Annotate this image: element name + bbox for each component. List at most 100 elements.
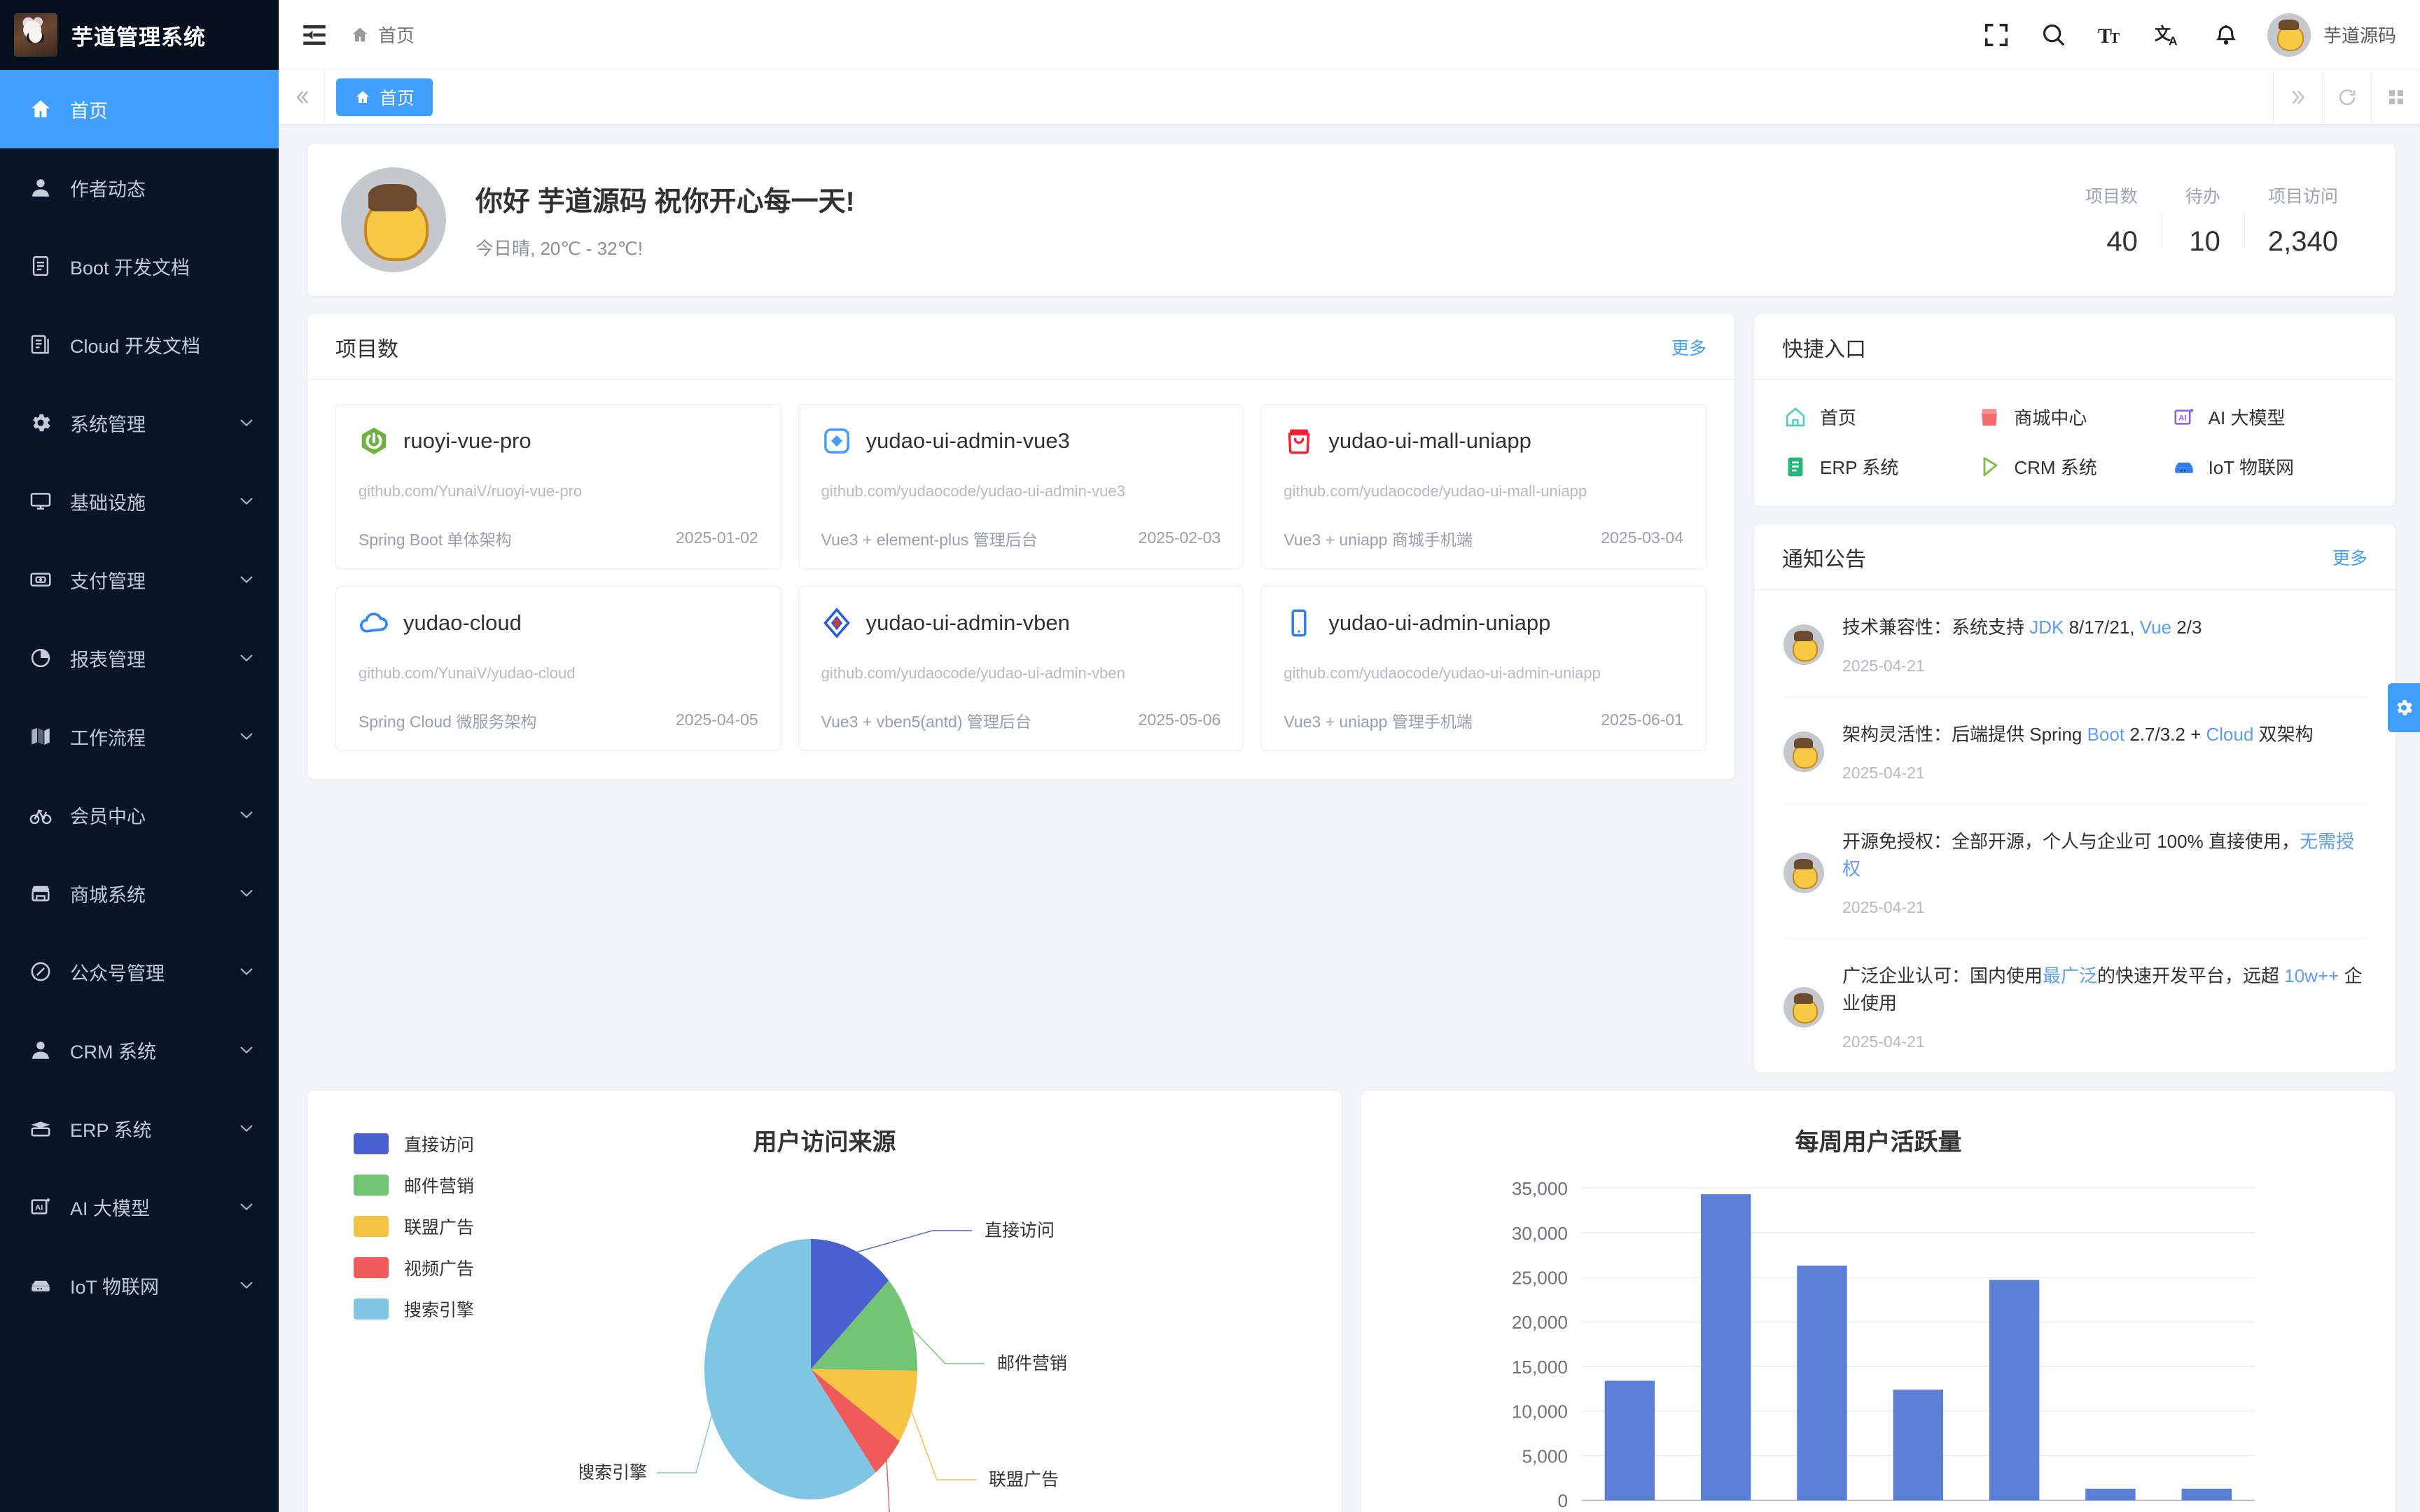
- sidebar-item-12[interactable]: 公众号管理: [0, 932, 279, 1011]
- chevron-down-icon[interactable]: [237, 570, 256, 589]
- project-heading: yudao-ui-mall-uniapp: [1284, 426, 1683, 456]
- bar: [2085, 1488, 2136, 1501]
- pie-legend-item[interactable]: 联盟广告: [354, 1214, 474, 1239]
- sidebar-item-label: CRM 系统: [70, 1041, 156, 1063]
- fullscreen-icon[interactable]: [1983, 22, 2010, 48]
- refresh-icon[interactable]: [2322, 70, 2371, 124]
- stat-3: 项目访问 2,340: [2244, 183, 2362, 258]
- legend-swatch: [354, 1133, 389, 1154]
- notice-title: 技术兼容性：系统支持 JDK 8/17/21, Vue 2/3: [1842, 617, 2202, 638]
- tab-label: 首页: [380, 88, 415, 108]
- sidebar-item-7[interactable]: 支付管理: [0, 540, 279, 619]
- svg-text:20,000: 20,000: [1512, 1312, 1568, 1333]
- project-name: ruoyi-vue-pro: [403, 428, 531, 453]
- quick-entry-item[interactable]: ERP 系统: [1783, 454, 1977, 479]
- projects-header: 项目数 更多: [307, 314, 1734, 380]
- project-card[interactable]: yudao-ui-admin-vue3 github.com/yudaocode/…: [798, 404, 1244, 569]
- search-icon[interactable]: [2040, 22, 2067, 48]
- sidebar-item-label: 系统管理: [70, 414, 146, 435]
- project-card[interactable]: yudao-ui-admin-vben github.com/yudaocode/…: [798, 585, 1244, 751]
- project-card[interactable]: ruoyi-vue-pro github.com/YunaiV/ruoyi-vue…: [335, 404, 781, 569]
- bar: [1893, 1390, 1944, 1501]
- stat-2: 待办 10: [2161, 183, 2244, 258]
- chevron-down-icon[interactable]: [237, 491, 256, 511]
- project-card[interactable]: yudao-ui-mall-uniapp github.com/yudaocode…: [1260, 404, 1706, 569]
- chevron-down-icon[interactable]: [237, 413, 256, 433]
- legend-swatch: [354, 1216, 389, 1237]
- chevron-right-double-icon[interactable]: [2273, 70, 2322, 124]
- notices-more-link[interactable]: 更多: [2332, 548, 2367, 568]
- chevron-down-icon[interactable]: [237, 962, 256, 981]
- notices-title: 通知公告: [1782, 547, 1866, 571]
- project-card[interactable]: yudao-ui-admin-uniapp github.com/yudaocod…: [1260, 585, 1706, 751]
- chevron-down-icon[interactable]: [237, 727, 256, 746]
- sidebar-item-11[interactable]: 商城系统: [0, 854, 279, 932]
- notice-body: 开源免授权：全部开源，个人与企业可 100% 直接使用，无需授权 2025-04-…: [1842, 828, 2366, 917]
- chevron-down-icon[interactable]: [237, 1040, 256, 1060]
- pie-legend-item[interactable]: 搜索引擎: [354, 1296, 474, 1322]
- stat-1: 项目数 40: [2061, 183, 2162, 258]
- chevron-down-icon[interactable]: [237, 1197, 256, 1217]
- sidebar-item-14[interactable]: ERP 系统: [0, 1089, 279, 1168]
- project-footer: Vue3 + element-plus 管理后台 2025-02-03: [821, 526, 1221, 550]
- sidebar-item-16[interactable]: IoT 物联网: [0, 1246, 279, 1324]
- sidebar-item-9[interactable]: 工作流程: [0, 697, 279, 776]
- sidebar-item-5[interactable]: 系统管理: [0, 384, 279, 462]
- flow-icon: [27, 722, 55, 750]
- notice-date: 2025-04-21: [1842, 898, 1925, 916]
- rabbit-logo-icon: [14, 13, 57, 57]
- chevron-down-icon[interactable]: [237, 1275, 256, 1295]
- notice-item[interactable]: 开源免授权：全部开源，个人与企业可 100% 直接使用，无需授权 2025-04-…: [1783, 804, 2366, 939]
- pie-legend-item[interactable]: 直接访问: [354, 1131, 474, 1156]
- sidebar-item-15[interactable]: AI AI 大模型: [0, 1168, 279, 1246]
- quick-entry-item[interactable]: IoT 物联网: [2172, 454, 2366, 479]
- collapse-menu-icon[interactable]: [300, 20, 329, 50]
- grid-icon[interactable]: [2371, 70, 2420, 124]
- bell-icon[interactable]: [2213, 22, 2239, 48]
- sidebar-item-10[interactable]: 会员中心: [0, 776, 279, 854]
- sidebar-item-1[interactable]: 首页: [0, 70, 279, 148]
- sidebar-item-4[interactable]: Cloud 开发文档: [0, 305, 279, 384]
- tab-1[interactable]: 首页: [336, 78, 433, 116]
- project-url: github.com/YunaiV/ruoyi-vue-pro: [359, 482, 583, 500]
- avatar-icon: [27, 1036, 55, 1064]
- user-menu[interactable]: 芋道源码: [2267, 13, 2396, 57]
- sidebar-item-label: 支付管理: [70, 570, 146, 592]
- sidebar-item-6[interactable]: 基础设施: [0, 462, 279, 540]
- sidebar-item-13[interactable]: CRM 系统: [0, 1011, 279, 1089]
- project-card[interactable]: yudao-cloud github.com/YunaiV/yudao-cloud…: [335, 585, 781, 751]
- quick-entry-item[interactable]: AI AI 大模型: [2172, 404, 2366, 430]
- notices-header: 通知公告 更多: [1754, 524, 2395, 590]
- notice-item[interactable]: 架构灵活性：后端提供 Spring Boot 2.7/3.2 + Cloud 双…: [1783, 697, 2366, 804]
- sidebar-item-label: IoT 物联网: [70, 1276, 160, 1298]
- pie-legend-item[interactable]: 视频广告: [354, 1255, 474, 1280]
- pie-legend-item[interactable]: 邮件营销: [354, 1172, 474, 1198]
- font-size-icon[interactable]: TT: [2098, 22, 2125, 48]
- quick-entry-item[interactable]: 首页: [1783, 404, 1977, 430]
- svg-text:30,000: 30,000: [1512, 1223, 1568, 1244]
- chevron-left-double-icon[interactable]: [279, 70, 325, 124]
- translate-icon[interactable]: 文A: [2155, 22, 2182, 48]
- notice-item[interactable]: 广泛企业认可：国内使用最广泛的快速开发平台，远超 10w++ 企业使用 2025-…: [1783, 939, 2366, 1072]
- sidebar-item-2[interactable]: 作者动态: [0, 148, 279, 227]
- settings-float-button[interactable]: [2388, 683, 2420, 732]
- chevron-down-icon[interactable]: [237, 1119, 256, 1138]
- chevron-down-icon[interactable]: [237, 648, 256, 668]
- svg-text:A: A: [2169, 34, 2178, 48]
- chevron-down-icon[interactable]: [237, 883, 256, 903]
- quick-entry-item[interactable]: CRM 系统: [1977, 454, 2171, 479]
- notice-item[interactable]: 技术兼容性：系统支持 JDK 8/17/21, Vue 2/3 2025-04-2…: [1783, 590, 2366, 697]
- sidebar-item-8[interactable]: 报表管理: [0, 619, 279, 697]
- sidebar-item-3[interactable]: Boot 开发文档: [0, 227, 279, 305]
- vben-icon: [821, 608, 852, 638]
- notice-avatar: [1783, 986, 1824, 1028]
- svg-text:文: 文: [2155, 24, 2171, 43]
- notice-body: 技术兼容性：系统支持 JDK 8/17/21, Vue 2/3 2025-04-2…: [1842, 614, 2366, 676]
- tab-list: 首页: [325, 70, 2273, 124]
- quick-entry-item[interactable]: 商城中心: [1977, 404, 2171, 430]
- sidebar-logo[interactable]: 芋道管理系统: [0, 0, 279, 70]
- projects-more-link[interactable]: 更多: [1671, 338, 1706, 358]
- chevron-down-icon[interactable]: [237, 805, 256, 825]
- project-date: 2025-01-02: [676, 528, 758, 547]
